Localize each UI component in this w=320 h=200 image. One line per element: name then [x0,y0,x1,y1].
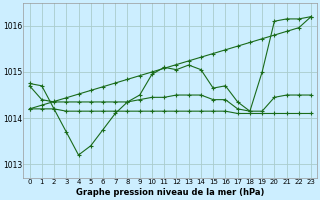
X-axis label: Graphe pression niveau de la mer (hPa): Graphe pression niveau de la mer (hPa) [76,188,265,197]
